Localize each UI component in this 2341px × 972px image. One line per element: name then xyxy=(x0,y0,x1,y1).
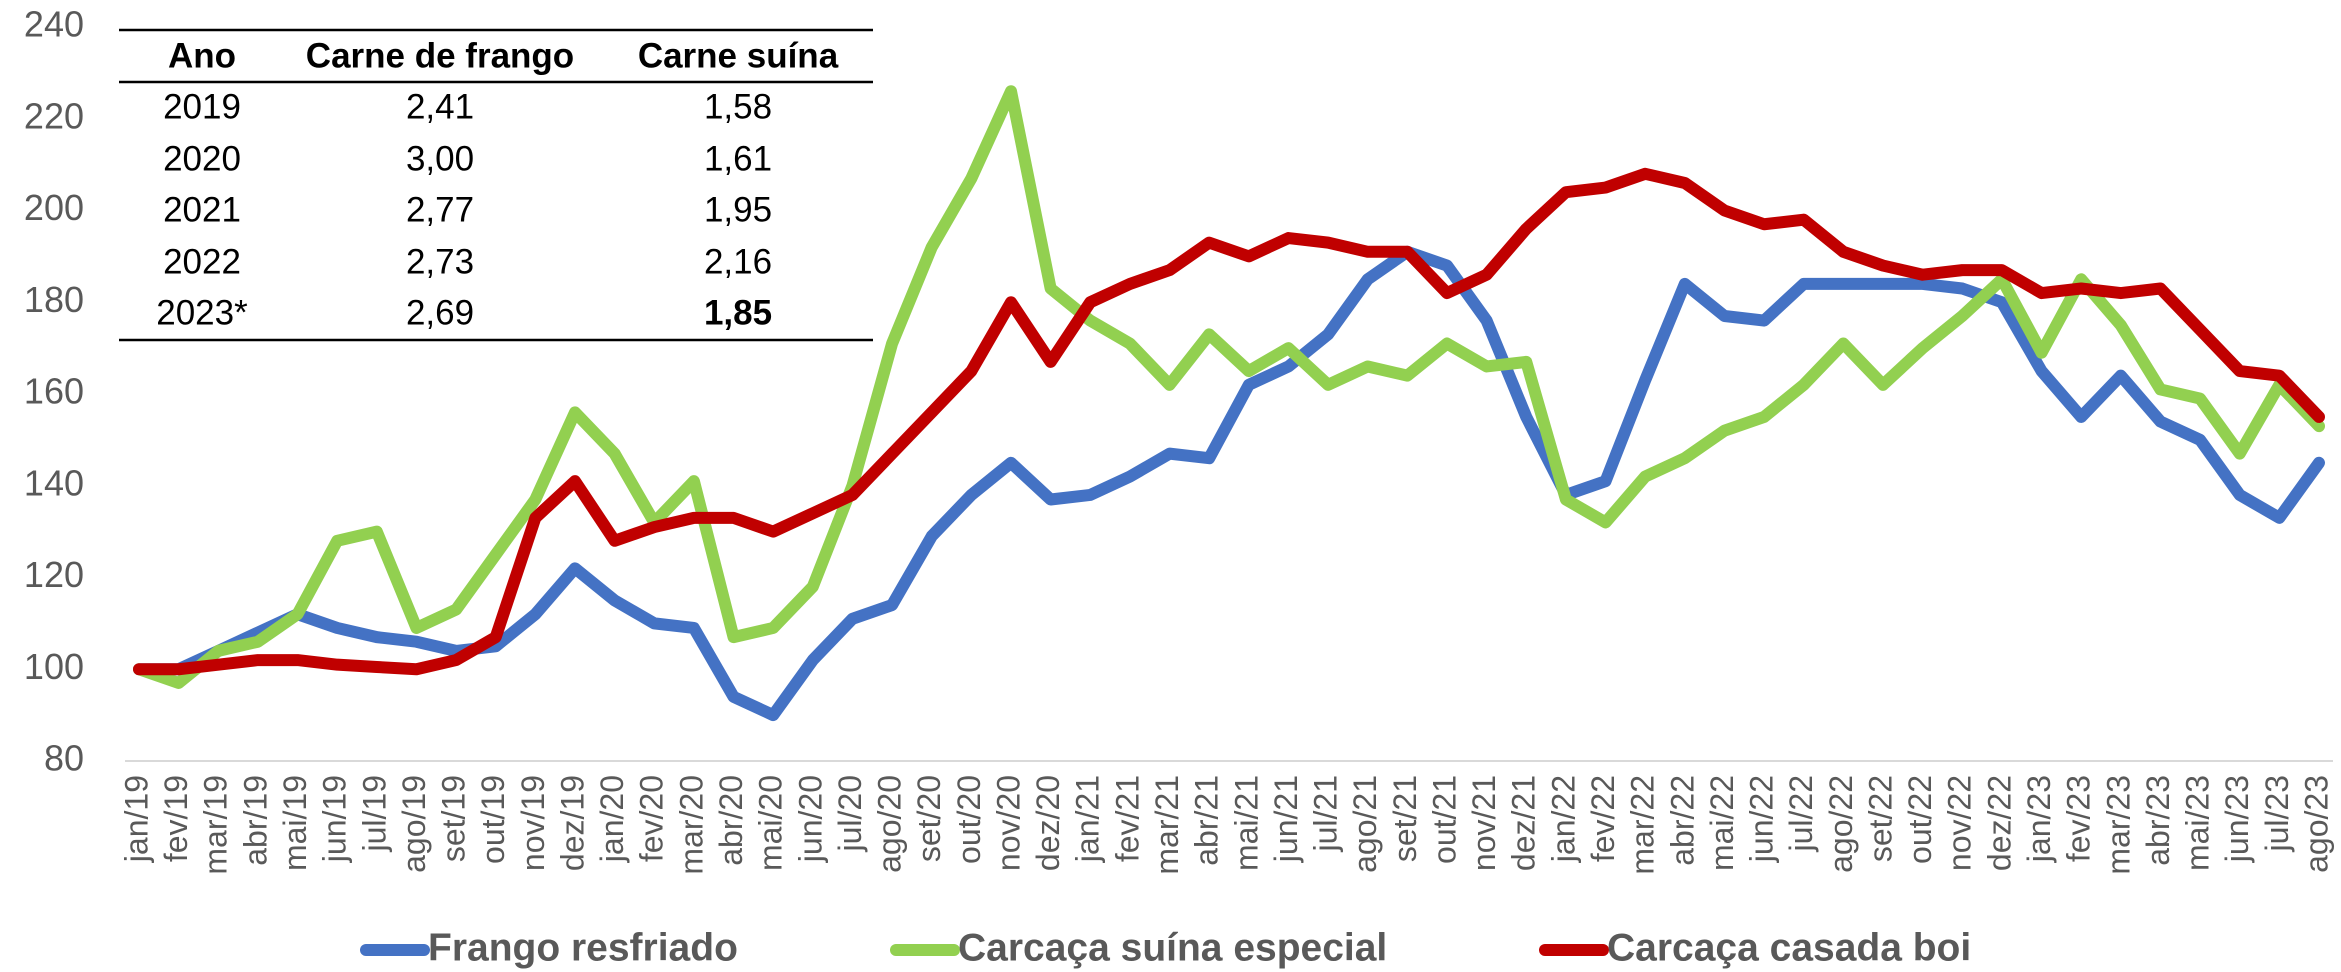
x-tick-label: mai/19 xyxy=(277,775,313,871)
x-tick-label: ago/23 xyxy=(2298,775,2334,873)
x-tick-label: jan/22 xyxy=(1545,775,1581,863)
y-tick-label: 240 xyxy=(24,4,84,45)
x-tick-label: jul/19 xyxy=(356,775,392,853)
x-tick-label: fev/19 xyxy=(158,775,194,862)
y-tick-label: 220 xyxy=(24,95,84,136)
table-header: Carne de frango xyxy=(306,36,574,75)
x-tick-label: mar/21 xyxy=(1149,775,1185,875)
table-cell: 2020 xyxy=(163,139,241,178)
table-cell: 1,58 xyxy=(704,87,772,126)
x-tick-label: set/19 xyxy=(436,775,472,862)
x-tick-label: mar/19 xyxy=(198,775,234,875)
x-tick-label: jul/23 xyxy=(2259,775,2295,853)
x-tick-label: dez/20 xyxy=(1030,775,1066,871)
x-tick-label: jan/20 xyxy=(594,775,630,863)
table-cell: 2,41 xyxy=(406,87,474,126)
table-cell: 2,16 xyxy=(704,242,772,281)
x-tick-label: nov/22 xyxy=(1942,775,1978,871)
table-cell: 1,95 xyxy=(704,190,772,229)
table-cell: 2021 xyxy=(163,190,241,229)
x-tick-label: out/20 xyxy=(951,775,987,864)
table-cell: 2,73 xyxy=(406,242,474,281)
x-tick-label: jun/20 xyxy=(792,775,828,863)
x-tick-label: mai/23 xyxy=(2180,775,2216,871)
x-tick-label: out/21 xyxy=(1426,775,1462,864)
x-tick-label: jan/23 xyxy=(2021,775,2057,863)
x-tick-label: mai/21 xyxy=(1228,775,1264,871)
x-tick-label: mai/22 xyxy=(1704,775,1740,871)
y-tick-label: 100 xyxy=(24,646,84,687)
x-tick-label: dez/22 xyxy=(1981,775,2017,871)
x-tick-label: abr/19 xyxy=(237,775,273,866)
x-tick-label: abr/21 xyxy=(1189,775,1225,866)
series-line xyxy=(133,167,2325,676)
x-tick-label: jan/19 xyxy=(118,775,154,863)
x-tick-label: abr/20 xyxy=(713,775,749,866)
y-tick-label: 180 xyxy=(24,279,84,320)
x-tick-label: fev/20 xyxy=(634,775,670,862)
x-tick-label: mar/22 xyxy=(1625,775,1661,875)
x-tick-label: dez/21 xyxy=(1506,775,1542,871)
x-tick-label: nov/21 xyxy=(1466,775,1502,871)
x-tick-label: out/19 xyxy=(475,775,511,864)
x-tick-label: jun/22 xyxy=(1744,775,1780,863)
table-header: Ano xyxy=(168,36,236,75)
x-tick-label: ago/20 xyxy=(872,775,908,873)
table-header: Carne suína xyxy=(638,36,839,75)
legend-label: Carcaça suína especial xyxy=(958,926,1387,969)
x-tick-label: jan/21 xyxy=(1070,775,1106,863)
x-tick-label: mar/20 xyxy=(673,775,709,875)
x-tick-label: fev/23 xyxy=(2061,775,2097,862)
x-tick-label: ago/21 xyxy=(1347,775,1383,873)
y-tick-label: 120 xyxy=(24,554,84,595)
x-tick-label: ago/19 xyxy=(396,775,432,873)
x-tick-label: nov/19 xyxy=(515,775,551,871)
table-cell: 1,61 xyxy=(704,139,772,178)
legend-label: Frango resfriado xyxy=(428,926,738,969)
series-line xyxy=(133,245,2325,722)
table-cell: 2019 xyxy=(163,87,241,126)
series-line xyxy=(133,85,2325,690)
y-tick-label: 200 xyxy=(24,187,84,228)
x-tick-label: jun/23 xyxy=(2219,775,2255,863)
x-tick-label: jul/20 xyxy=(832,775,868,853)
x-tick-label: jul/21 xyxy=(1308,775,1344,853)
x-tick-label: ago/22 xyxy=(1823,775,1859,873)
x-tick-label: jun/21 xyxy=(1268,775,1304,863)
x-tick-label: out/22 xyxy=(1902,775,1938,864)
x-tick-label: fev/21 xyxy=(1109,775,1145,862)
table-cell: 1,85 xyxy=(704,293,772,332)
x-tick-label: nov/20 xyxy=(990,775,1026,871)
legend-label: Carcaça casada boi xyxy=(1607,926,1971,969)
table-cell: 2023* xyxy=(156,293,248,332)
x-tick-label: set/21 xyxy=(1387,775,1423,862)
x-tick-label: mai/20 xyxy=(753,775,789,871)
y-tick-label: 160 xyxy=(24,371,84,412)
x-tick-label: abr/23 xyxy=(2140,775,2176,866)
table-cell: 2,69 xyxy=(406,293,474,332)
x-tick-label: dez/19 xyxy=(554,775,590,871)
x-tick-label: fev/22 xyxy=(1585,775,1621,862)
x-tick-label: jul/22 xyxy=(1783,775,1819,853)
table-cell: 3,00 xyxy=(406,139,474,178)
table-cell: 2,77 xyxy=(406,190,474,229)
x-tick-label: abr/22 xyxy=(1664,775,1700,866)
x-tick-label: set/20 xyxy=(911,775,947,862)
y-tick-label: 140 xyxy=(24,462,84,503)
x-tick-label: set/22 xyxy=(1862,775,1898,862)
table-cell: 2022 xyxy=(163,242,241,281)
x-tick-label: mar/23 xyxy=(2100,775,2136,875)
y-tick-label: 80 xyxy=(44,738,84,779)
x-tick-label: jun/19 xyxy=(317,775,353,863)
